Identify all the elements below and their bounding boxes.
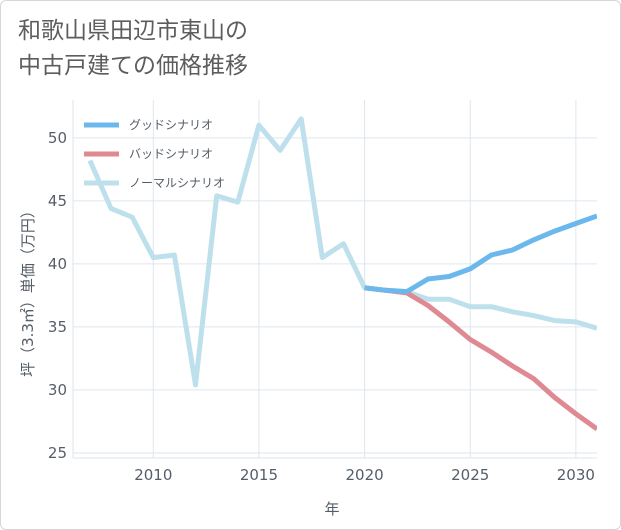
series-line-good (364, 213, 597, 295)
y-tick-label: 25 (48, 444, 67, 462)
chart-title-line-1: 和歌山県田辺市東山の (18, 18, 248, 44)
y-tick-label: 40 (48, 255, 67, 273)
x-axis-label: 年 (324, 500, 339, 518)
y-axis-label: 坪（3.3㎡）単価（万円） (19, 203, 37, 377)
x-tick-label: 2020 (345, 466, 383, 484)
grid-lines (72, 100, 597, 459)
y-tick-label: 30 (48, 381, 67, 399)
chart-title-line-2: 中古戸建ての価格推移 (18, 53, 248, 79)
x-tick-label: 2015 (240, 466, 278, 484)
axis-ticks: 25 30 35 40 45 50 2010 2015 2020 2025 2030 (48, 129, 595, 484)
x-tick-label: 2010 (134, 466, 172, 484)
legend-label-normal: ノーマルシナリオ (129, 176, 225, 190)
y-tick-label: 35 (48, 318, 67, 336)
y-tick-label: 50 (48, 129, 67, 147)
chart-title: 和歌山県田辺市東山の 中古戸建ての価格推移 (18, 14, 248, 84)
x-tick-label: 2025 (451, 466, 489, 484)
legend-label-bad: バッドシナリオ (129, 147, 213, 161)
series-line-normal (87, 116, 597, 388)
legend-label-good: グッドシナリオ (129, 118, 213, 132)
series-lines (87, 116, 597, 432)
y-tick-label: 45 (48, 192, 67, 210)
x-tick-label: 2030 (557, 466, 595, 484)
